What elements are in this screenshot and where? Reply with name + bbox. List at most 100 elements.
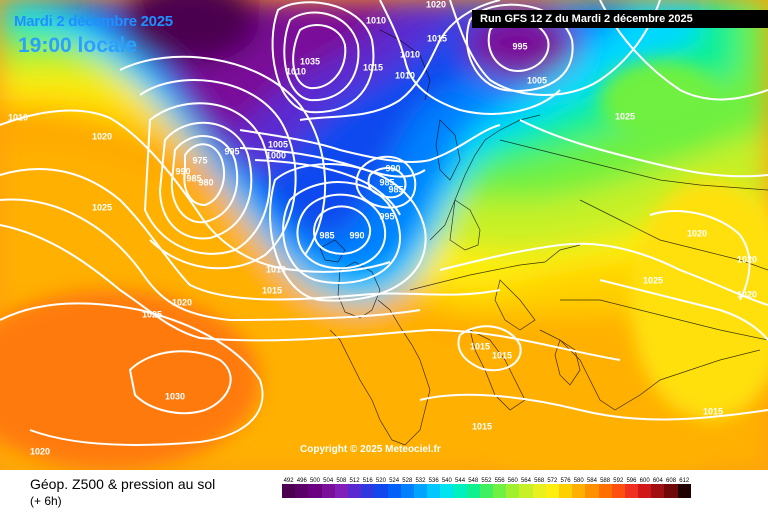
color-legend: 492 496 500 504 508 512 516 520 524 528 532 536 540 5… (282, 478, 691, 498)
isobar-label: 995 (512, 41, 527, 51)
legend-label: 564 (520, 478, 531, 484)
isobar-label: 995 (224, 146, 239, 156)
legend-swatch (585, 484, 599, 498)
isobar-label: 1015 (472, 421, 492, 431)
legend-label: 492 (283, 478, 294, 484)
legend-label: 600 (639, 478, 650, 484)
isobar-label: 1020 (687, 228, 707, 238)
isobar-label: 1000 (266, 150, 286, 160)
legend-label: 536 (428, 478, 439, 484)
isobar-label: 1010 (8, 112, 28, 122)
legend-swatch (532, 484, 546, 498)
legend-swatch (374, 484, 388, 498)
legend-label: 608 (666, 478, 677, 484)
geopotential-map: 1010102010251020102510301020975990985980… (0, 0, 768, 470)
isobar-label: 1015 (262, 285, 282, 295)
isobar-label: 1010 (400, 49, 420, 59)
legend-label: 548 (468, 478, 479, 484)
copyright-text: Copyright © 2025 Meteociel.fr (300, 444, 441, 455)
legend-label: 504 (323, 478, 334, 484)
isobar-label: 1020 (737, 254, 757, 264)
footer-bar: Géop. Z500 & pression au sol (+ 6h) 492 4… (0, 470, 768, 512)
isobar-label: 985 (388, 184, 403, 194)
isobar-labels: 1010102010251020102510301020975990985980… (8, 0, 757, 456)
isobar-label: 1010 (266, 264, 286, 274)
isobar-label: 995 (379, 211, 394, 221)
legend-swatch (624, 484, 639, 498)
isobar-label: 1020 (426, 0, 446, 9)
legend-label: 604 (652, 478, 663, 484)
isobar-label: 1025 (92, 202, 112, 212)
isobar-label: 1025 (643, 275, 663, 285)
legend-label: 496 (296, 478, 307, 484)
legend-label: 588 (600, 478, 611, 484)
isobar-label: 985 (379, 177, 394, 187)
isobar-label: 985 (319, 230, 334, 240)
legend-swatch (321, 484, 335, 498)
isobar-label: 1015 (427, 33, 447, 43)
legend-label: 572 (547, 478, 558, 484)
isobar-label: 1025 (615, 111, 635, 121)
legend-swatch (440, 484, 454, 498)
isobar-label: 1020 (172, 297, 192, 307)
legend-label: 512 (349, 478, 360, 484)
forecast-offset: (+ 6h) (30, 494, 62, 508)
legend-label: 540 (441, 478, 452, 484)
legend-label: 508 (336, 478, 347, 484)
legend-swatch (466, 484, 480, 498)
isobar-label: 1010 (395, 70, 415, 80)
legend-labels: 492 496 500 504 508 512 516 520 524 528 532 536 540 5… (282, 478, 691, 484)
isobar-label: 1010 (366, 15, 386, 25)
isobar-label: 985 (186, 173, 201, 183)
legend-swatch (334, 484, 348, 498)
isobar-label: 1015 (492, 350, 512, 360)
forecast-date: Mardi 2 décembre 2025 (14, 13, 173, 30)
isobar-label: 1020 (30, 446, 50, 456)
isobar-label: 1020 (737, 289, 757, 299)
legend-label: 544 (455, 478, 466, 484)
legend-label: 500 (309, 478, 320, 484)
legend-swatch (479, 484, 493, 498)
legend-swatch (558, 484, 573, 498)
legend-swatch (453, 484, 467, 498)
legend-swatch (506, 484, 520, 498)
isobar-label: 1025 (142, 309, 162, 319)
legend-label: 528 (402, 478, 413, 484)
isobar-label: 990 (175, 166, 190, 176)
isobars (0, 0, 768, 446)
legend-swatch (427, 484, 441, 498)
legend-label: 532 (415, 478, 426, 484)
legend-swatch (572, 484, 586, 498)
legend-swatches (282, 484, 691, 498)
legend-label: 556 (494, 478, 505, 484)
legend-label: 584 (586, 478, 597, 484)
legend-label: 576 (560, 478, 571, 484)
legend-label: 516 (362, 478, 373, 484)
isobar-label: 1020 (92, 131, 112, 141)
legend-label: 568 (534, 478, 545, 484)
geopotential-field (0, 0, 768, 470)
legend-label: 612 (679, 478, 690, 484)
isobar-label: 1015 (363, 62, 383, 72)
legend-swatch (400, 484, 414, 498)
legend-swatch (664, 484, 678, 498)
legend-swatch (282, 484, 296, 498)
legend-swatch (413, 484, 428, 498)
legend-label: 580 (573, 478, 584, 484)
legend-swatch (677, 484, 691, 498)
isobar-label: 1005 (527, 75, 547, 85)
legend-swatch (545, 484, 559, 498)
isobar-label: 1010 (286, 66, 306, 76)
legend-swatch (308, 484, 322, 498)
isobar-label: 1035 (300, 56, 320, 66)
legend-swatch (611, 484, 625, 498)
legend-label: 560 (507, 478, 518, 484)
run-info: Run GFS 12 Z du Mardi 2 décembre 2025 (472, 10, 768, 28)
isobar-label: 990 (349, 230, 364, 240)
coastlines (319, 29, 768, 446)
map-title: Géop. Z500 & pression au sol (30, 476, 216, 492)
legend-label: 596 (626, 478, 637, 484)
legend-swatch (519, 484, 533, 498)
legend-swatch (361, 484, 375, 498)
legend-label: 524 (389, 478, 400, 484)
